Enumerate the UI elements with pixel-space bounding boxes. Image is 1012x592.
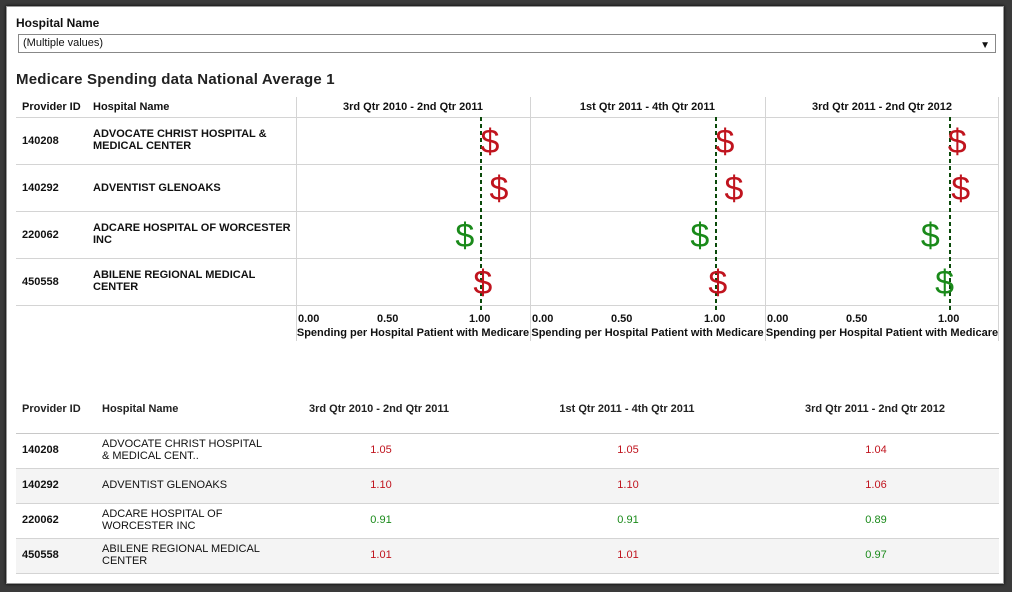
table-row: 450558 ABILENE REGIONAL MEDICAL CENTER 1…	[16, 539, 999, 573]
chart-row-id: 140292	[22, 182, 59, 194]
axis-tick: 0.00	[298, 313, 320, 325]
dollar-marker[interactable]: $	[690, 217, 709, 255]
table-header-period-2: 1st Qtr 2011 - 4th Qtr 2011	[559, 403, 695, 415]
chart-row-id: 220062	[22, 229, 59, 241]
row-value: 1.01	[370, 549, 392, 561]
chart-row-name: ADCARE HOSPITAL OF WORCESTER INC	[93, 222, 291, 246]
header-provider-id: Provider ID	[22, 101, 81, 113]
grid-line	[16, 211, 999, 212]
row-provider-id: 140292	[22, 479, 59, 491]
chevron-down-icon[interactable]: ▼	[980, 40, 990, 51]
dollar-marker[interactable]: $	[716, 123, 735, 161]
chart-row-id: 140208	[22, 135, 59, 147]
chart-header-period-3: 3rd Qtr 2011 - 2nd Qtr 2012	[811, 101, 952, 113]
row-value: 1.04	[865, 444, 887, 456]
grid-line	[16, 117, 999, 118]
chart-header-period-2: 1st Qtr 2011 - 4th Qtr 2011	[579, 101, 716, 113]
chart-row-name: ADVENTIST GLENOAKS	[93, 182, 221, 194]
filter-label: Hospital Name	[16, 16, 100, 30]
table-divider	[16, 468, 999, 469]
dollar-marker[interactable]: $	[725, 170, 744, 208]
grid-line	[16, 164, 999, 165]
row-hospital-name: ADVENTIST GLENOAKS	[102, 479, 228, 491]
axis-tick: 0.50	[846, 313, 868, 325]
row-provider-id: 450558	[22, 549, 59, 561]
chart-row-name: ABILENE REGIONAL MEDICAL CENTER	[93, 269, 256, 293]
row-value: 0.91	[617, 514, 639, 526]
table-header-hospital-name: Hospital Name	[102, 403, 179, 415]
row-provider-id: 220062	[22, 514, 59, 526]
grid-line	[16, 258, 999, 259]
x-axis-label: Spending per Hospital Patient with Medic…	[765, 327, 999, 339]
dollar-marker[interactable]: $	[489, 170, 508, 208]
pane-divider	[530, 97, 531, 341]
row-value: 0.91	[370, 514, 392, 526]
header-hospital-name: Hospital Name	[93, 101, 170, 113]
chart-row-name: ADVOCATE CHRIST HOSPITAL & MEDICAL CENTE…	[93, 128, 267, 152]
viz-title: Medicare Spending data National Average …	[16, 71, 335, 88]
table-divider	[16, 538, 999, 539]
x-axis-label: Spending per Hospital Patient with Medic…	[296, 327, 530, 339]
axis-tick: 0.00	[767, 313, 789, 325]
table-header-period-3: 3rd Qtr 2011 - 2nd Qtr 2012	[804, 403, 945, 415]
row-hospital-name: ADVOCATE CHRIST HOSPITAL & MEDICAL CENT.…	[102, 438, 262, 462]
pane-divider	[296, 97, 297, 341]
axis-tick: 1.00	[469, 313, 491, 325]
table-row: 220062 ADCARE HOSPITAL OF WORCESTER INC …	[16, 504, 999, 538]
dollar-marker[interactable]: $	[480, 123, 499, 161]
hospital-name-select[interactable]: (Multiple values) ▼	[18, 34, 996, 53]
table-divider	[16, 433, 999, 434]
dollar-marker[interactable]: $	[935, 264, 954, 302]
chart-row-id: 450558	[22, 276, 59, 288]
dashboard-frame: Hospital Name (Multiple values) ▼ Medica…	[6, 6, 1004, 584]
dollar-marker[interactable]: $	[921, 217, 940, 255]
row-provider-id: 140208	[22, 444, 59, 456]
table-row: 140292 ADVENTIST GLENOAKS 1.10 1.10 1.06	[16, 469, 999, 503]
axis-tick: 0.00	[532, 313, 554, 325]
dollar-marker[interactable]: $	[951, 170, 970, 208]
table-divider	[16, 503, 999, 504]
chart-header-period-1: 3rd Qtr 2010 - 2nd Qtr 2011	[342, 101, 483, 113]
row-value: 1.10	[617, 479, 639, 491]
plot-svg: $ $ $ $ $ $ $ $ $ $ $ $	[455, 117, 970, 311]
dollar-marker[interactable]: $	[948, 123, 967, 161]
row-value: 1.10	[370, 479, 392, 491]
selected-value: (Multiple values)	[23, 37, 104, 49]
row-value: 1.05	[370, 444, 392, 456]
pane-divider	[765, 97, 766, 341]
pane-divider	[998, 97, 999, 341]
row-value: 0.97	[865, 549, 887, 561]
row-value: 1.01	[617, 549, 639, 561]
table-row: 140208 ADVOCATE CHRIST HOSPITAL & MEDICA…	[16, 434, 999, 468]
table-header-period-1: 3rd Qtr 2010 - 2nd Qtr 2011	[308, 403, 449, 415]
axis-tick: 1.00	[938, 313, 960, 325]
row-hospital-name: ABILENE REGIONAL MEDICAL CENTER	[102, 543, 260, 567]
row-value: 1.05	[617, 444, 639, 456]
table-header-provider-id: Provider ID	[22, 403, 81, 415]
axis-tick: 0.50	[377, 313, 399, 325]
dollar-marker[interactable]: $	[455, 217, 474, 255]
grid-line	[16, 305, 999, 306]
axis-tick: 1.00	[704, 313, 726, 325]
x-axis-label: Spending per Hospital Patient with Medic…	[531, 327, 764, 339]
row-hospital-name: ADCARE HOSPITAL OF WORCESTER INC	[102, 508, 223, 532]
table-divider	[16, 573, 999, 574]
dollar-marker[interactable]: $	[708, 264, 727, 302]
row-value: 0.89	[865, 514, 887, 526]
axis-tick: 0.50	[611, 313, 633, 325]
row-value: 1.06	[865, 479, 887, 491]
dollar-marker[interactable]: $	[473, 264, 492, 302]
